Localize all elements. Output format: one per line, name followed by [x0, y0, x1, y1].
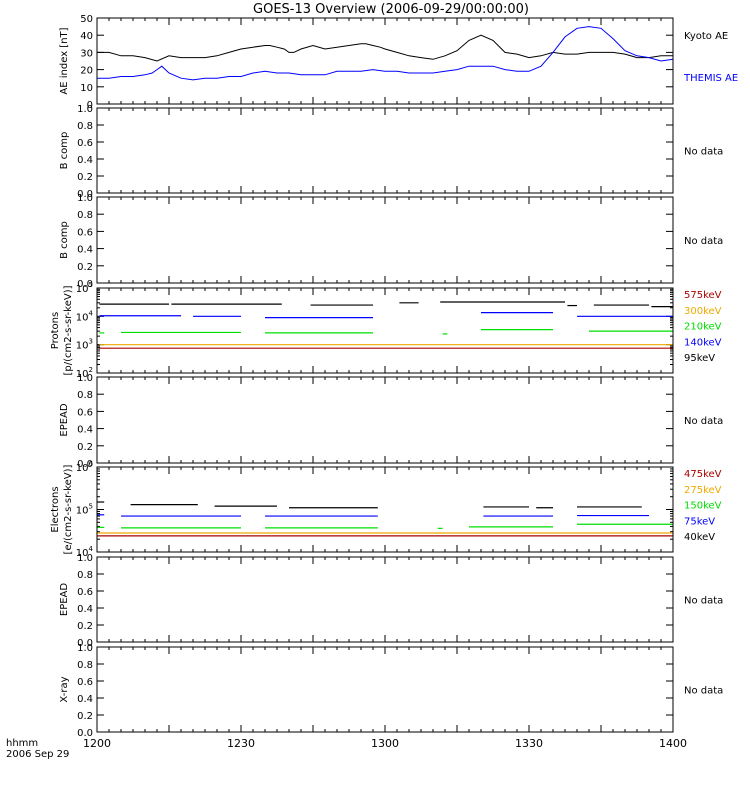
no-data-annotation: No data: [684, 236, 723, 247]
y-tick-label: 0.0: [77, 279, 93, 290]
y-tick-label: 0.2: [77, 711, 93, 722]
legend-entry: 275keV: [684, 485, 722, 496]
figure-title: GOES-13 Overview (2006-09-29/00:00:00): [253, 2, 529, 17]
y-tick-label: 1.0: [77, 643, 93, 654]
series-line-kyoto-ae: [97, 34, 673, 62]
panel-xray: 0.0 0.2 0.4 0.6 0.8 1.0 X-ray No data: [59, 643, 723, 739]
y-tick-label: 0.2: [77, 262, 93, 273]
y-tick-label: 1.0: [77, 373, 93, 384]
y-tick-label: 0.6: [77, 407, 93, 418]
y-tick-label: 1.0: [77, 553, 93, 564]
y-tick-label: 104: [76, 309, 94, 323]
x-axis-time-format-label: hhmm: [6, 738, 38, 749]
y-axis-label: Protons: [50, 312, 61, 349]
panel-frame: [96, 17, 674, 105]
y-tick-label: 40: [80, 31, 93, 42]
y-tick-label: 20: [80, 66, 93, 77]
legend-entry: 95keV: [684, 353, 715, 364]
panel-frame: [96, 107, 674, 194]
x-tick-label: 1230: [227, 737, 255, 750]
y-axis-label: Electrons: [50, 486, 61, 532]
y-axis-unit-label: [e/(cm2-s-sr-keV)]: [63, 464, 74, 554]
y-axis-label: X-ray: [59, 676, 70, 702]
legend-entry: 210keV: [684, 322, 722, 333]
no-data-annotation: No data: [684, 596, 723, 607]
y-tick-label: 1.0: [77, 104, 93, 115]
y-tick-label: 102: [76, 366, 93, 380]
no-data-annotation: No data: [684, 147, 723, 158]
y-tick-label: 0.4: [77, 425, 93, 436]
y-tick-label: 0.0: [77, 459, 93, 470]
y-tick-label: 0.2: [77, 172, 93, 183]
y-tick-label: 0.0: [77, 189, 93, 200]
x-axis-date-label: 2006 Sep 29: [6, 749, 69, 760]
y-tick-label: 0.8: [77, 570, 93, 581]
y-tick-label: 30: [80, 48, 93, 59]
y-tick-label: 0.6: [77, 227, 93, 238]
y-tick-label: 0.8: [77, 121, 93, 132]
x-tick-label: 1400: [659, 737, 687, 750]
panel-epead1: 0.0 0.2 0.4 0.6 0.8 1.0 EPEAD No data: [59, 373, 723, 470]
y-axis-unit-label: [p/(cm2-s-sr-keV)]: [63, 285, 74, 375]
legend-entry: 140keV: [684, 337, 722, 348]
y-tick-label: 106: [76, 460, 94, 474]
panel-frame: [96, 556, 674, 643]
panel-bcomp1: 0.0 0.2 0.4 0.6 0.8 1.0 B comp No data: [59, 104, 723, 200]
panel-electrons: 104 105 106 Electrons [e/(cm2-s-sr-keV)] 475k…: [50, 460, 722, 559]
y-tick-label: 104: [76, 545, 94, 559]
legend-entry: 300keV: [684, 306, 722, 317]
x-tick-label: 1330: [515, 737, 543, 750]
y-tick-label: 0.4: [77, 245, 93, 256]
y-axis-label: AE index [nT]: [59, 27, 70, 94]
y-tick-label: 0.2: [77, 621, 93, 632]
panel-frame: [96, 196, 674, 284]
y-tick-label: 0.6: [77, 587, 93, 598]
panel-frame: [96, 376, 674, 464]
y-tick-label: 0.2: [77, 442, 93, 453]
legend-entry: THEMIS AE: [683, 73, 738, 84]
y-tick-label: 0: [87, 100, 93, 111]
panel-frame: [96, 466, 674, 553]
legend-entry: 575keV: [684, 290, 722, 301]
series-line-themis-ae: [97, 26, 674, 81]
y-axis-label: B comp: [59, 221, 70, 259]
y-axis-label: EPEAD: [59, 583, 70, 617]
y-tick-label: 0.8: [77, 390, 93, 401]
y-tick-label: 0.4: [77, 604, 93, 615]
y-tick-label: 50: [80, 14, 93, 25]
legend-entry: Kyoto AE: [684, 31, 728, 42]
y-tick-label: 0.0: [77, 638, 93, 649]
y-tick-label: 0.4: [77, 694, 93, 705]
no-data-annotation: No data: [684, 686, 723, 697]
y-tick-label: 1.0: [77, 193, 93, 204]
no-data-annotation: No data: [684, 416, 723, 427]
panel-bcomp2: 0.0 0.2 0.4 0.6 0.8 1.0 B comp No data: [59, 193, 723, 290]
legend-entry: 40keV: [684, 532, 715, 543]
y-tick-label: 0.6: [77, 138, 93, 149]
panel-protons: 102 103 104 105 Protons [p/(cm2-s-sr-keV)] 575…: [50, 281, 722, 380]
y-tick-label: 0.8: [77, 210, 93, 221]
x-tick-label: 1300: [371, 737, 399, 750]
panel-frame: [96, 287, 674, 374]
panel-epead2: 0.0 0.2 0.4 0.6 0.8 1.0 EPEAD No data: [59, 553, 723, 649]
y-tick-label: 0.0: [77, 728, 93, 739]
panel-frame: [96, 646, 674, 733]
legend-entry: 75keV: [684, 516, 715, 527]
panel-ae: 0 10 20 30 40 50 AE index [nT] Kyoto AE THEMIS A…: [59, 14, 738, 111]
y-tick-label: 103: [76, 338, 93, 352]
y-tick-label: 0.8: [77, 660, 93, 671]
y-tick-label: 0.4: [77, 155, 93, 166]
legend-entry: 150keV: [684, 501, 722, 512]
y-tick-label: 105: [76, 281, 93, 295]
x-tick-label: 1200: [83, 737, 111, 750]
y-axis-label: B comp: [59, 132, 70, 170]
y-tick-label: 10: [80, 83, 93, 94]
y-axis-label: EPEAD: [59, 403, 70, 437]
y-tick-label: 0.6: [77, 677, 93, 688]
legend-entry: 475keV: [684, 469, 722, 480]
y-tick-label: 105: [76, 503, 93, 517]
